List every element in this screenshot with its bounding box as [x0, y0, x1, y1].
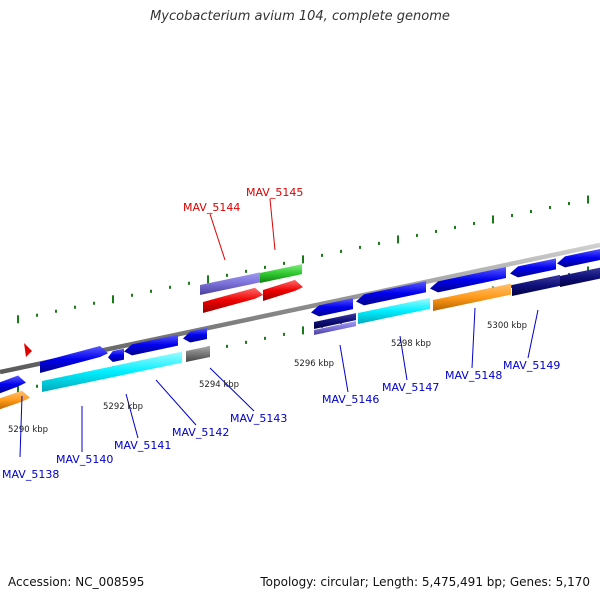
- label-leader-lines: [19, 198, 539, 458]
- gene-arrow[interactable]: [356, 281, 426, 306]
- gene-label: MAV_5144: [183, 201, 240, 214]
- gene-label: MAV_5146: [322, 393, 379, 406]
- gene-arrow[interactable]: [183, 327, 207, 343]
- gene-arrow[interactable]: [40, 346, 108, 373]
- gene-arrow[interactable]: [42, 351, 182, 392]
- gene-label: MAV_5138: [2, 468, 59, 481]
- gene-arrows[interactable]: [0, 248, 600, 410]
- scale-label: 5300 kbp: [487, 321, 527, 331]
- gene-label: MAV_5145: [246, 186, 303, 199]
- leader-line: [19, 395, 23, 458]
- gene-label: MAV_5149: [503, 359, 560, 372]
- gene-arrow[interactable]: [0, 375, 26, 394]
- scale-label: 5294 kbp: [199, 380, 239, 390]
- gene-label: MAV_5142: [172, 426, 229, 439]
- leader-line: [269, 198, 276, 251]
- gene-arrow[interactable]: [358, 297, 430, 324]
- gene-arrow[interactable]: [510, 258, 556, 278]
- gene-arrow[interactable]: [560, 267, 600, 287]
- scale-label: 5296 kbp: [294, 359, 334, 369]
- gene-arrow[interactable]: [314, 313, 356, 329]
- gene-arrow[interactable]: [203, 287, 263, 313]
- leader-line: [209, 213, 226, 261]
- gene-label: MAV_5140: [56, 453, 113, 466]
- gene-arrow[interactable]: [512, 274, 560, 296]
- accession-text: Accession: NC_008595: [8, 575, 145, 589]
- gene-labels: MAV_5138 MAV_5140MAV_5141MAV_5142MAV_5143…: [2, 186, 560, 481]
- leader-line: [339, 344, 349, 393]
- gene-arrow[interactable]: [124, 334, 178, 356]
- gene-label: MAV_5143: [230, 412, 287, 425]
- gene-arrow[interactable]: [430, 267, 506, 293]
- gene-arrow[interactable]: [557, 248, 600, 268]
- genome-summary-text: Topology: circular; Length: 5,475,491 bp…: [260, 575, 590, 589]
- gene-arrow[interactable]: [314, 321, 356, 335]
- gene-label: MAV_5148: [445, 369, 502, 382]
- gene-arrow[interactable]: [0, 390, 30, 410]
- scale-label: 5290 kbp: [8, 425, 48, 435]
- leader-line: [527, 309, 539, 359]
- gene-arrow[interactable]: [263, 279, 303, 301]
- gene-arrow[interactable]: [311, 298, 353, 317]
- map-title: Mycobacterium avium 104, complete genome: [150, 9, 450, 24]
- gene-arrow[interactable]: [200, 272, 260, 295]
- scale-label: 5298 kbp: [391, 339, 431, 349]
- origin-marker: [24, 343, 32, 357]
- gene-label: MAV_5147: [382, 381, 439, 394]
- gene-arrow[interactable]: [433, 283, 511, 311]
- scale-labels: 5290 kbp 5292 kbp 5294 kbp 5296 kbp 5298 kbp…: [8, 321, 527, 435]
- gene-arrow[interactable]: [186, 345, 210, 362]
- leader-line: [209, 367, 255, 412]
- leader-line: [399, 335, 408, 381]
- gene-arrow[interactable]: [108, 348, 124, 362]
- leader-line: [471, 307, 476, 369]
- gene-label: MAV_5141: [114, 439, 171, 452]
- scale-label: 5292 kbp: [103, 402, 143, 412]
- leader-line: [155, 379, 197, 426]
- leader-line: [125, 393, 139, 439]
- gene-arrow[interactable]: [260, 264, 302, 283]
